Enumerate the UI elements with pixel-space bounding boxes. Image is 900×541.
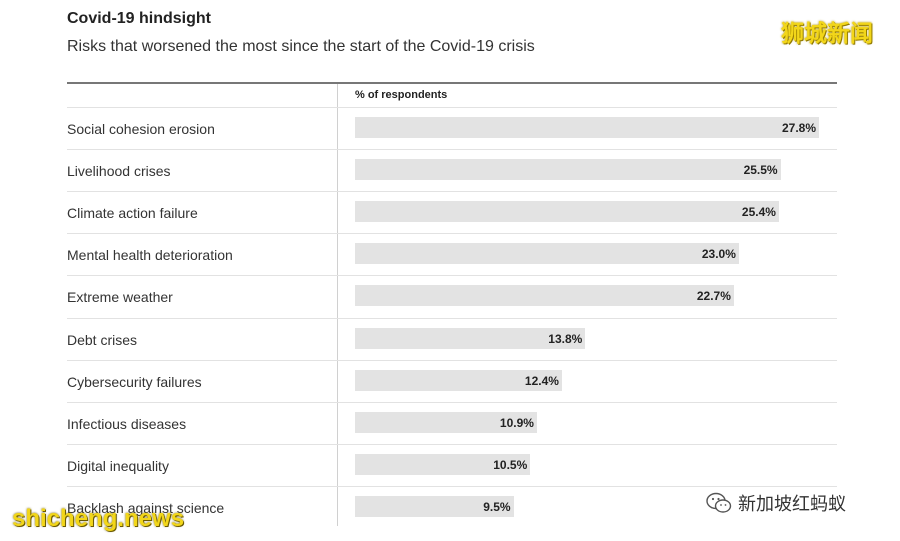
bar: 12.4% (355, 369, 562, 391)
bar: 23.0% (355, 243, 739, 265)
bar-value-label: 13.8% (548, 331, 583, 346)
watermark-bottom-right-text: 新加坡红蚂蚁 (738, 494, 846, 514)
table-row: Digital inequality 10.5% (67, 443, 837, 486)
top-rule (67, 82, 837, 84)
row-divider (67, 401, 837, 403)
bar-value-label: 10.9% (499, 415, 534, 430)
bar-value-label: 22.7% (696, 289, 731, 304)
table-row: Extreme weather 22.7% (67, 275, 837, 317)
bar-value-label: 12.4% (524, 373, 559, 388)
chart-title: Covid-19 hindsight (67, 10, 211, 27)
chart-subtitle: Risks that worsened the most since the s… (67, 38, 535, 55)
bar-value-label: 25.4% (741, 205, 776, 220)
table-row: Social cohesion erosion 27.8% (67, 107, 837, 149)
row-divider (67, 485, 837, 487)
bar: 27.8% (355, 117, 819, 138)
category-label: Mental health deterioration (67, 247, 233, 264)
category-label: Backlash against science (67, 499, 225, 516)
category-label: Climate action failure (67, 205, 198, 222)
row-divider (67, 191, 837, 193)
row-divider (67, 233, 837, 235)
category-label: Extreme weather (67, 289, 173, 306)
watermark-bottom-right: 新加坡红蚂蚁 (706, 488, 846, 518)
table-row: Mental health deterioration 23.0% (67, 233, 837, 275)
category-label: Debt crises (67, 331, 138, 348)
bar: 10.5% (355, 453, 531, 475)
table-row: Cybersecurity failures 12.4% (67, 359, 837, 402)
watermark-top-right: 狮城新闻 (781, 20, 873, 46)
row-divider (67, 359, 837, 361)
table-row: Climate action failure 25.4% (67, 191, 837, 233)
table-row: Debt crises 13.8% (67, 317, 837, 360)
bar: 25.4% (355, 201, 779, 223)
column-divider (337, 84, 338, 526)
watermark-bottom-left: shicheng.news (12, 505, 185, 532)
category-label: Digital inequality (67, 457, 169, 474)
bar: 22.7% (355, 285, 734, 307)
bar: 9.5% (355, 495, 514, 517)
category-label: Cybersecurity failures (67, 373, 202, 390)
bar-value-label: 9.5% (483, 499, 511, 514)
row-divider (67, 317, 837, 319)
wechat-icon (706, 492, 732, 513)
row-divider (67, 443, 837, 445)
row-divider (67, 275, 837, 277)
bar: 25.5% (355, 159, 781, 181)
table-row: Backlash against science 9.5% (67, 485, 837, 528)
row-divider (67, 107, 837, 108)
bar-value-label: 23.0% (701, 247, 736, 262)
category-label: Livelihood crises (67, 163, 171, 180)
row-divider (67, 149, 837, 151)
bar: 13.8% (355, 327, 586, 349)
column-header: % of respondents (355, 89, 448, 101)
bar-value-label: 27.8% (781, 121, 816, 135)
bar: 10.9% (355, 411, 537, 433)
table-row: Livelihood crises 25.5% (67, 149, 837, 191)
table-row: Infectious diseases 10.9% (67, 401, 837, 444)
bar-value-label: 25.5% (743, 163, 778, 178)
bar-value-label: 10.5% (493, 457, 528, 472)
category-label: Social cohesion erosion (67, 121, 215, 137)
category-label: Infectious diseases (67, 415, 187, 432)
